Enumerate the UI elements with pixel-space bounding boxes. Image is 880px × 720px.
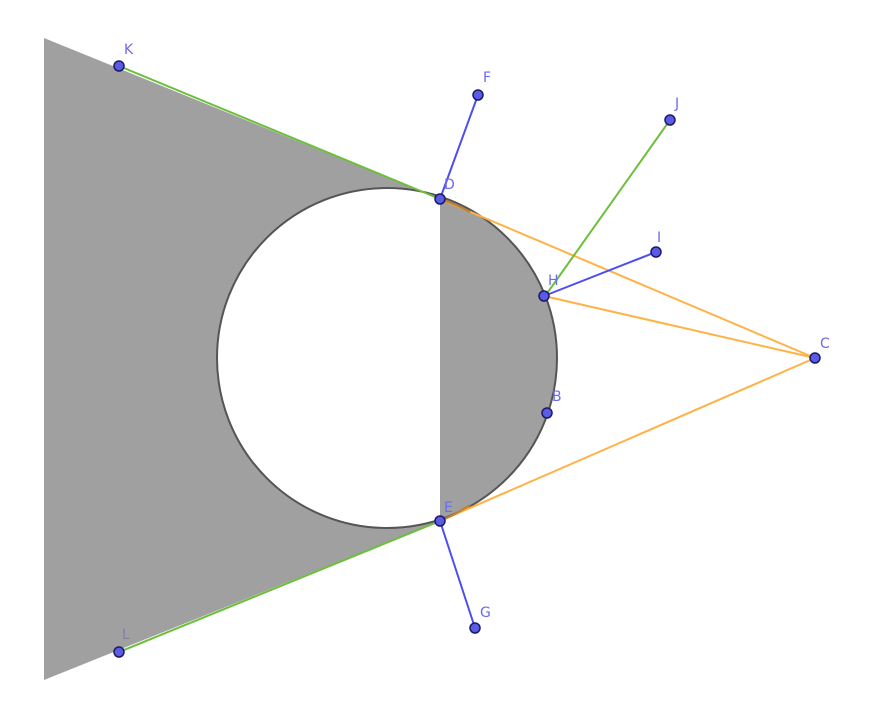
label-E: E — [444, 500, 453, 516]
label-K: K — [124, 42, 134, 58]
label-G: G — [480, 605, 491, 621]
point-H[interactable]: H — [538, 273, 559, 302]
segment-JH — [547, 119, 671, 293]
circle — [216, 187, 558, 529]
segment-LE — [118, 520, 441, 653]
segment-KD — [118, 65, 441, 200]
label-F: F — [483, 70, 491, 86]
label-J: J — [674, 96, 679, 112]
label-L: L — [122, 627, 130, 643]
label-B: B — [552, 389, 562, 405]
point-L[interactable]: L — [113, 627, 130, 658]
segment-DF — [439, 94, 479, 200]
point-G[interactable]: G — [469, 605, 491, 634]
point-E[interactable]: E — [434, 500, 453, 527]
point-D[interactable]: D — [434, 177, 455, 205]
point-F[interactable]: F — [472, 70, 491, 101]
label-H: H — [548, 273, 559, 289]
shaded-region — [44, 38, 557, 680]
segment-CH — [543, 295, 816, 359]
segment-HI — [543, 251, 657, 297]
point-B[interactable]: B — [541, 389, 562, 419]
segment-CE — [439, 357, 816, 522]
segment-CD — [439, 198, 816, 359]
segment-EG — [439, 520, 476, 629]
label-D: D — [444, 177, 455, 193]
label-C: C — [820, 336, 830, 352]
point-K[interactable]: K — [113, 42, 134, 72]
point-J[interactable]: J — [664, 96, 679, 126]
point-I[interactable]: I — [650, 230, 662, 258]
point-C[interactable]: C — [809, 336, 830, 364]
label-I: I — [657, 230, 661, 246]
